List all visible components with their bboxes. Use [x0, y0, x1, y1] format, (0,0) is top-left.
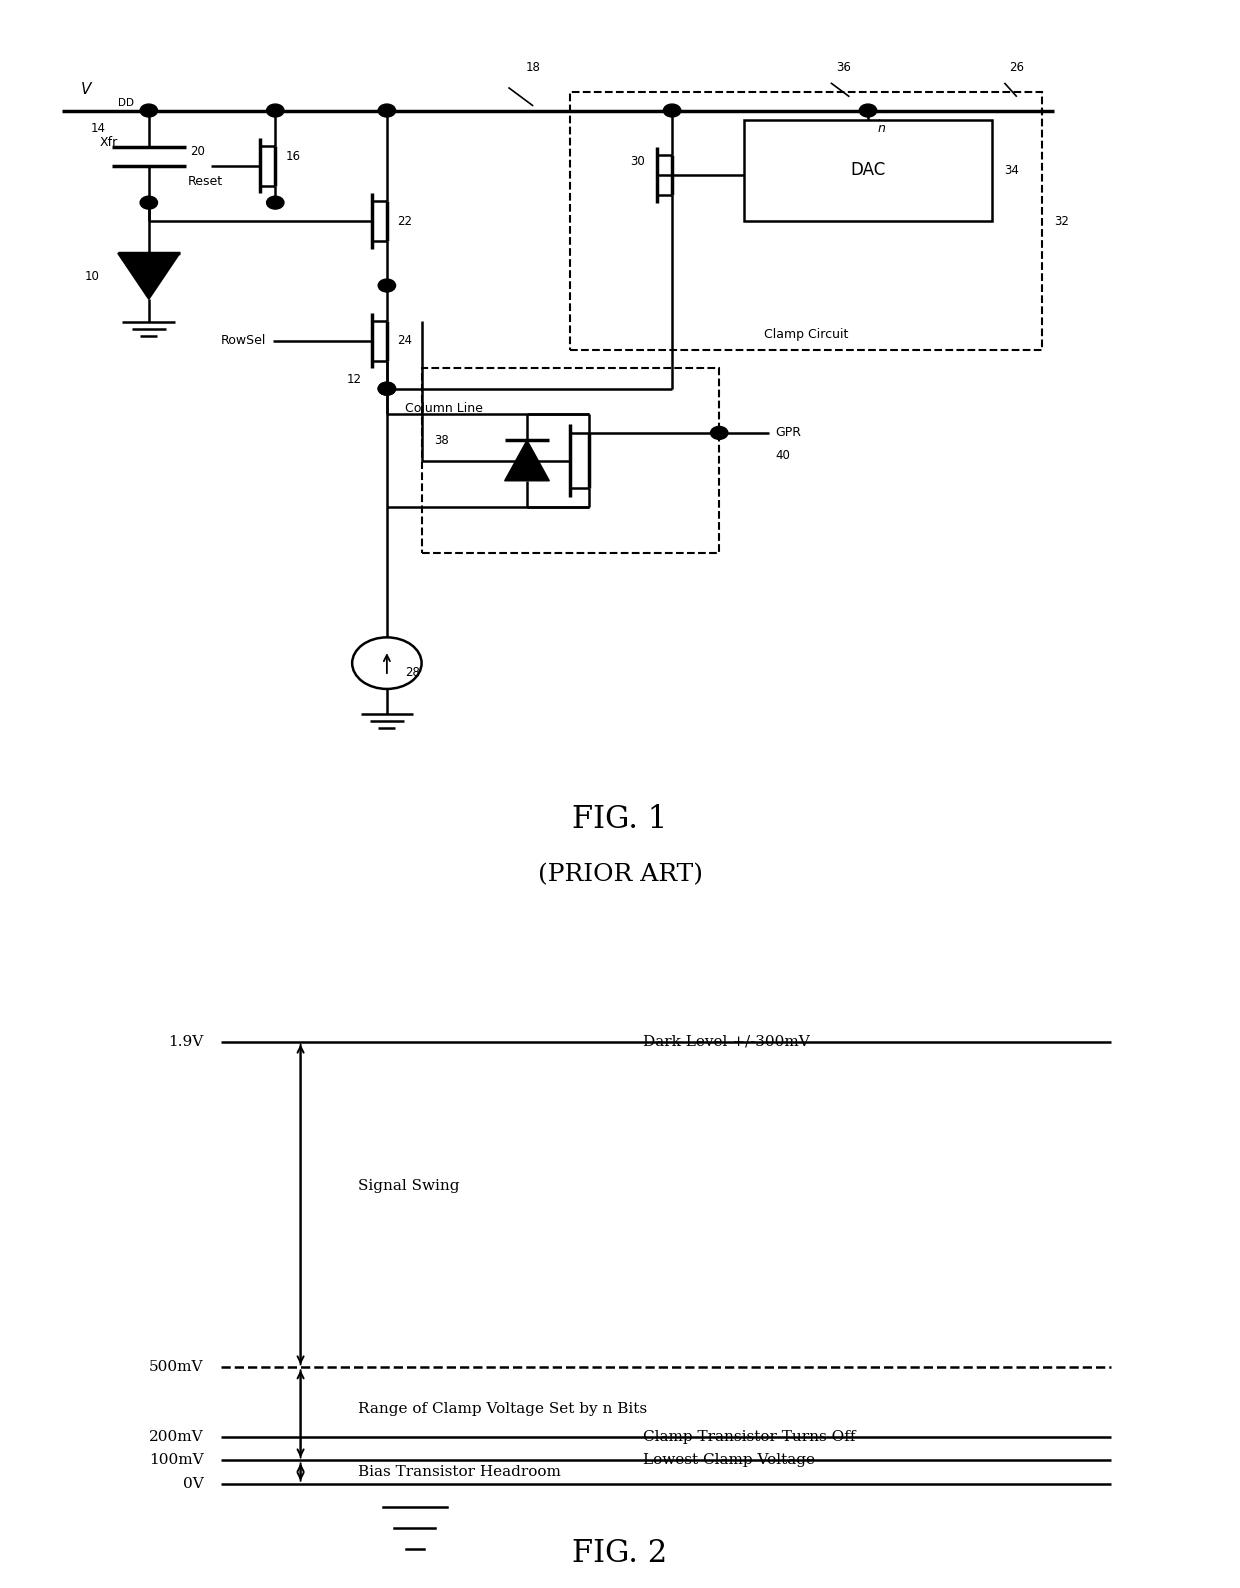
- Text: 34: 34: [1004, 164, 1019, 176]
- Circle shape: [267, 197, 284, 210]
- Circle shape: [663, 105, 681, 118]
- Text: Reset: Reset: [188, 175, 223, 187]
- Text: Column Line: Column Line: [405, 402, 484, 416]
- Text: 100mV: 100mV: [149, 1453, 203, 1467]
- Text: Clamp Transistor Turns Off: Clamp Transistor Turns Off: [642, 1431, 856, 1443]
- Text: Range of Clamp Voltage Set by n Bits: Range of Clamp Voltage Set by n Bits: [357, 1402, 647, 1416]
- Text: V: V: [81, 81, 91, 97]
- Circle shape: [140, 105, 157, 118]
- Circle shape: [267, 105, 284, 118]
- Text: Lowest Clamp Voltage: Lowest Clamp Voltage: [642, 1453, 815, 1467]
- Polygon shape: [118, 254, 180, 299]
- Text: Bias Transistor Headroom: Bias Transistor Headroom: [357, 1466, 560, 1478]
- Text: n: n: [878, 122, 885, 135]
- Text: 22: 22: [397, 214, 412, 227]
- Text: 1.9V: 1.9V: [169, 1035, 203, 1048]
- Circle shape: [378, 383, 396, 395]
- Circle shape: [378, 105, 396, 118]
- Circle shape: [378, 279, 396, 292]
- Polygon shape: [505, 440, 549, 481]
- Text: RowSel: RowSel: [221, 335, 267, 348]
- Text: FIG. 1: FIG. 1: [573, 804, 667, 835]
- Text: 500mV: 500mV: [149, 1361, 203, 1374]
- Circle shape: [140, 197, 157, 210]
- Text: 36: 36: [836, 60, 851, 73]
- Text: Dark Level +/-300mV: Dark Level +/-300mV: [642, 1035, 810, 1048]
- Text: 32: 32: [1054, 214, 1069, 227]
- Circle shape: [378, 383, 396, 395]
- Text: 26: 26: [1009, 60, 1024, 73]
- Text: DAC: DAC: [851, 162, 885, 179]
- Text: 10: 10: [84, 270, 99, 283]
- Text: 12: 12: [347, 373, 362, 386]
- FancyBboxPatch shape: [744, 119, 992, 221]
- Text: DD: DD: [118, 98, 134, 108]
- Text: 14: 14: [91, 122, 105, 135]
- Circle shape: [859, 105, 877, 118]
- Text: Signal Swing: Signal Swing: [357, 1178, 459, 1193]
- Text: 18: 18: [526, 60, 541, 73]
- Text: Xfr: Xfr: [99, 137, 118, 149]
- Text: 0V: 0V: [182, 1477, 203, 1491]
- Text: 30: 30: [630, 154, 645, 168]
- Text: Clamp Circuit: Clamp Circuit: [764, 327, 848, 341]
- Circle shape: [711, 427, 728, 440]
- Text: 16: 16: [285, 151, 300, 164]
- Text: 38: 38: [434, 434, 449, 446]
- Text: (PRIOR ART): (PRIOR ART): [537, 864, 703, 886]
- Text: 28: 28: [405, 665, 420, 678]
- Text: FIG. 2: FIG. 2: [573, 1539, 667, 1569]
- Text: GPR: GPR: [775, 427, 801, 440]
- Text: 24: 24: [397, 335, 412, 348]
- Text: 40: 40: [775, 449, 790, 462]
- Text: 20: 20: [190, 146, 205, 159]
- Text: 200mV: 200mV: [149, 1431, 203, 1443]
